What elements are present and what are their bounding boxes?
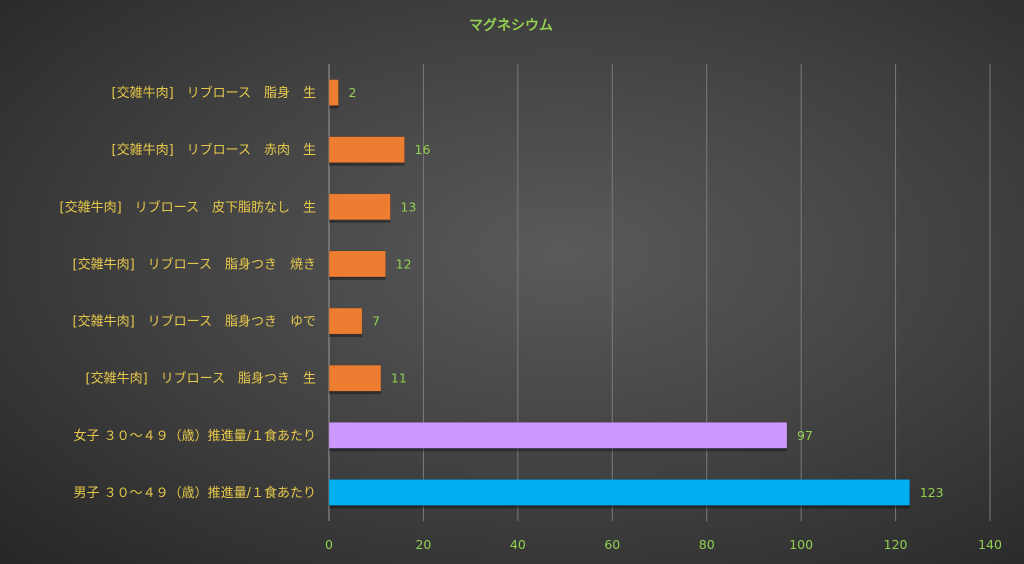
data-label: 13 <box>400 199 416 214</box>
x-tick-label: 100 <box>789 537 813 552</box>
category-label: [交雑牛肉] リブロース 脂身つき ゆで <box>73 314 317 330</box>
x-tick-label: 40 <box>510 537 526 552</box>
category-label: 女子 ３０～４９（歳）推進量/１食あたり <box>73 428 316 444</box>
category-label: [交雑牛肉] リブロース 皮下脂肪なし 生 <box>60 199 317 215</box>
grid-layer <box>328 64 991 521</box>
x-tick-label: 140 <box>978 537 1002 552</box>
data-label: 123 <box>920 485 944 500</box>
data-label: 2 <box>348 85 356 100</box>
bar <box>328 79 339 106</box>
category-label: [交雑牛肉] リブロース 脂身つき 生 <box>86 371 317 387</box>
chart-title: マグネシウム <box>469 17 553 34</box>
data-label: 16 <box>415 142 431 157</box>
category-label: [交雑牛肉] リブロース 赤肉 生 <box>112 142 317 158</box>
data-label: 11 <box>391 371 407 386</box>
data-label: 12 <box>396 256 412 271</box>
data-label: 7 <box>372 314 380 329</box>
bar <box>328 364 382 392</box>
bar <box>328 307 363 335</box>
bar-layer <box>328 79 910 509</box>
x-tick-label: 20 <box>415 537 431 552</box>
x-tick-label: 60 <box>604 537 620 552</box>
x-tick-label: 80 <box>699 537 715 552</box>
bar <box>328 422 788 449</box>
x-tick-label: 0 <box>325 537 333 552</box>
category-label: [交雑牛肉] リブロース 脂身つき 焼き <box>73 256 317 272</box>
bar <box>328 193 391 221</box>
label-layer: 0 20 40 60 80 100 120 140 [交雑牛肉] リブロース 脂身 生 2 [交雑牛… <box>60 85 1002 552</box>
bar <box>328 250 386 278</box>
data-label: 97 <box>797 428 813 443</box>
x-tick-label: 120 <box>884 537 908 552</box>
bar <box>328 136 405 163</box>
category-label: 男子 ３０～４９（歳）推進量/１食あたり <box>73 485 316 501</box>
category-label: [交雑牛肉] リブロース 脂身 生 <box>112 85 317 101</box>
bar <box>328 479 910 506</box>
